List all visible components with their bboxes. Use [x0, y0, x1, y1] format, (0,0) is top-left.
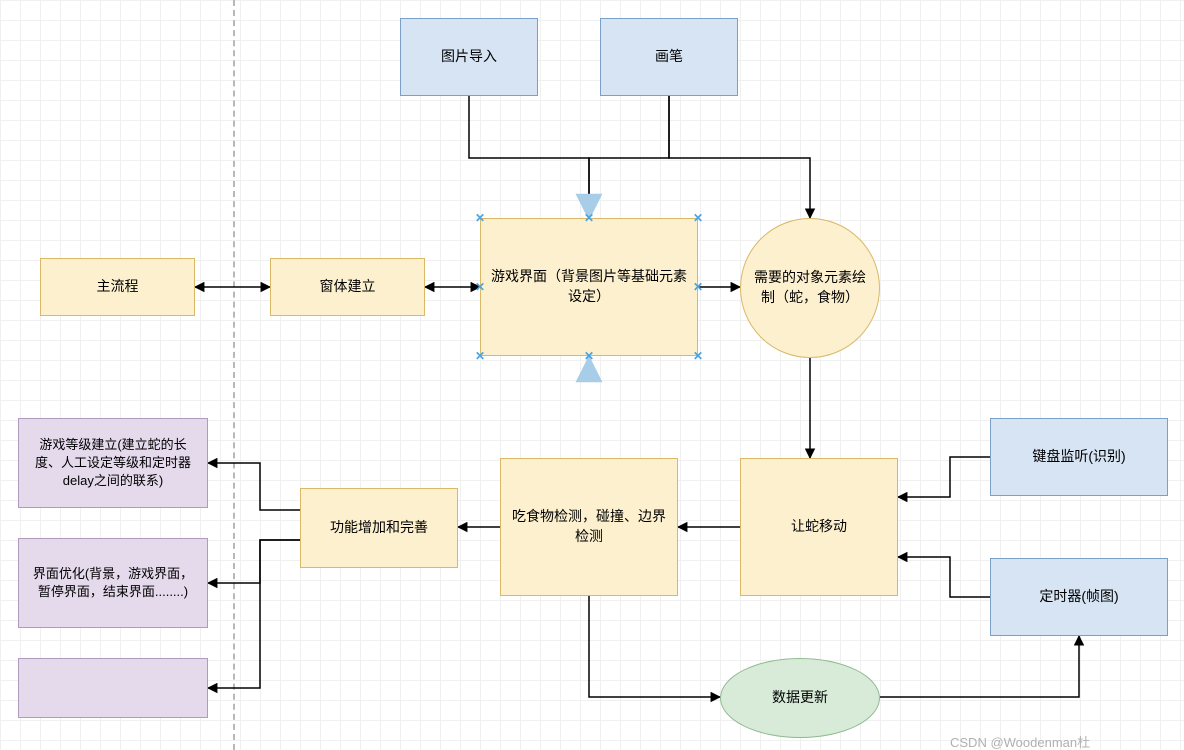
selection-handle[interactable]: ✕ — [584, 351, 594, 361]
node-empty[interactable] — [18, 658, 208, 718]
node-main[interactable]: 主流程 — [40, 258, 195, 316]
vertical-divider — [233, 0, 235, 750]
selection-handle[interactable]: ✕ — [693, 351, 703, 361]
selection-handle[interactable]: ✕ — [475, 351, 485, 361]
selection-handle[interactable]: ✕ — [693, 282, 703, 292]
node-eat[interactable]: 吃食物检测，碰撞、边界检测 — [500, 458, 678, 596]
node-label: 画笔 — [655, 47, 683, 67]
node-label: 主流程 — [97, 277, 139, 297]
node-label: 数据更新 — [772, 688, 828, 708]
node-label: 需要的对象元素绘制（蛇，食物） — [751, 268, 869, 307]
node-label: 窗体建立 — [320, 277, 376, 297]
selection-handle[interactable]: ✕ — [475, 282, 485, 292]
grid-background — [0, 0, 1184, 750]
node-label: 键盘监听(识别) — [1032, 447, 1125, 467]
selection-handle[interactable]: ✕ — [693, 213, 703, 223]
node-label: 功能增加和完善 — [330, 518, 428, 538]
watermark: CSDN @Woodenman杜 — [950, 732, 1090, 750]
node-draw[interactable]: 需要的对象元素绘制（蛇，食物） — [740, 218, 880, 358]
node-gameui[interactable]: 游戏界面（背景图片等基础元素设定） — [480, 218, 698, 356]
node-label: 图片导入 — [441, 47, 497, 67]
node-move[interactable]: 让蛇移动 — [740, 458, 898, 596]
node-label: 让蛇移动 — [791, 517, 847, 537]
node-label: 界面优化(背景，游戏界面，暂停界面，结束界面........) — [29, 565, 197, 601]
node-update[interactable]: 数据更新 — [720, 658, 880, 738]
node-label: 吃食物检测，碰撞、边界检测 — [511, 507, 667, 546]
node-img_import[interactable]: 图片导入 — [400, 18, 538, 96]
watermark-text: CSDN @Woodenman杜 — [950, 735, 1090, 750]
node-level[interactable]: 游戏等级建立(建立蛇的长度、人工设定等级和定时器delay之间的联系) — [18, 418, 208, 508]
selection-handle[interactable]: ✕ — [584, 213, 594, 223]
node-window[interactable]: 窗体建立 — [270, 258, 425, 316]
node-timer[interactable]: 定时器(帧图) — [990, 558, 1168, 636]
node-label: 定时器(帧图) — [1039, 587, 1118, 607]
node-label: 游戏界面（背景图片等基础元素设定） — [491, 267, 687, 306]
node-keyboard[interactable]: 键盘监听(识别) — [990, 418, 1168, 496]
node-brush[interactable]: 画笔 — [600, 18, 738, 96]
node-label: 游戏等级建立(建立蛇的长度、人工设定等级和定时器delay之间的联系) — [29, 436, 197, 491]
node-feature[interactable]: 功能增加和完善 — [300, 488, 458, 568]
node-uiopt[interactable]: 界面优化(背景，游戏界面，暂停界面，结束界面........) — [18, 538, 208, 628]
selection-handle[interactable]: ✕ — [475, 213, 485, 223]
